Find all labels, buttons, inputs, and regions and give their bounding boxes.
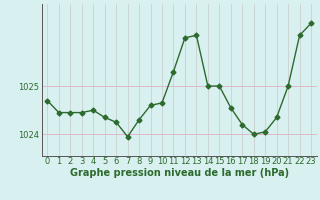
X-axis label: Graphe pression niveau de la mer (hPa): Graphe pression niveau de la mer (hPa) xyxy=(70,168,289,178)
